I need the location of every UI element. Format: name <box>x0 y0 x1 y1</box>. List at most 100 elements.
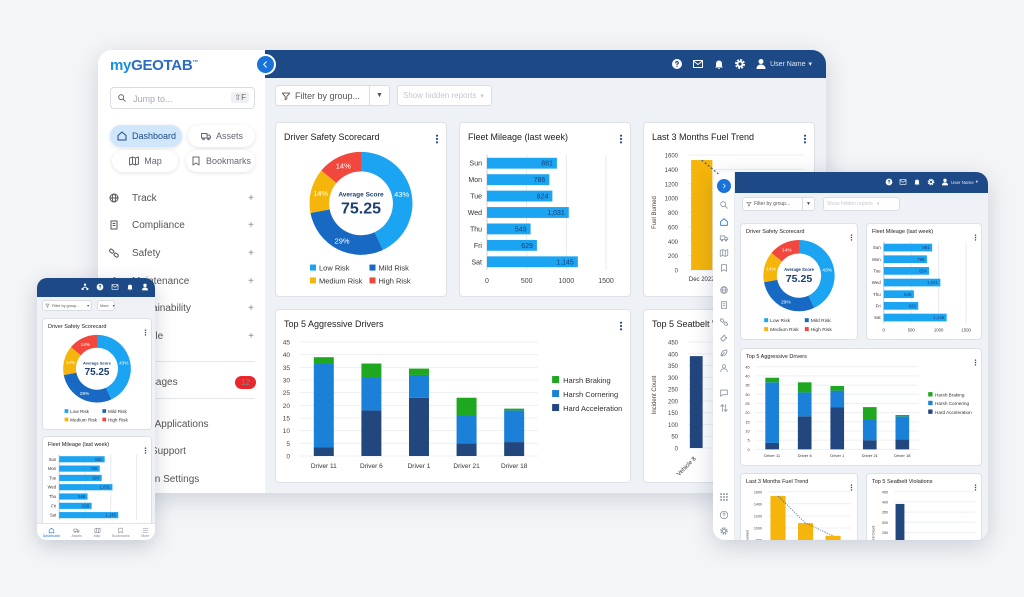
kebab-menu-icon[interactable] <box>432 131 442 144</box>
nav-label: Dashboard <box>42 533 60 538</box>
gear-icon[interactable] <box>734 58 746 70</box>
menu-item-track[interactable]: Track + <box>108 189 258 207</box>
expand-plus-icon[interactable]: + <box>248 330 254 342</box>
help-icon[interactable] <box>719 510 729 520</box>
kebab-menu-icon[interactable] <box>848 478 855 491</box>
filter-by-group-dropdown[interactable]: Filter by group... ▼ <box>275 85 390 106</box>
bottom-nav-more[interactable]: More <box>141 527 149 538</box>
donut-slice-low-risk <box>361 151 413 250</box>
org-icon[interactable] <box>81 283 89 291</box>
help-icon[interactable] <box>885 178 893 186</box>
expand-plus-icon[interactable]: + <box>248 247 254 259</box>
sort-icon[interactable] <box>719 403 729 413</box>
bottom-nav-map[interactable]: Map <box>94 527 101 538</box>
category-label: Fri <box>876 303 881 308</box>
globe-icon[interactable] <box>719 285 729 295</box>
kebab-menu-icon[interactable] <box>616 131 626 144</box>
help-icon[interactable] <box>96 283 104 291</box>
bar-value-label: 1,031 <box>100 485 111 490</box>
slice-percent-label: 29% <box>80 391 89 396</box>
show-hidden-reports-dropdown[interactable]: Show hidden reports ▾ <box>397 85 492 106</box>
search-icon[interactable] <box>719 200 729 210</box>
kebab-menu-icon[interactable] <box>848 228 855 241</box>
user-name: User Name <box>770 60 806 68</box>
expand-plus-icon[interactable]: + <box>248 219 254 231</box>
legend-swatch-harsh-braking <box>928 392 933 397</box>
bar-segment-harsh-braking <box>361 363 382 378</box>
nav-label: Map <box>93 533 101 538</box>
gear-icon[interactable] <box>719 526 729 536</box>
chevron-left-icon <box>260 59 271 70</box>
category-label: Sat <box>471 259 482 266</box>
donut-slice-mild-risk <box>310 209 383 255</box>
jump-to-search-input[interactable]: Jump to... ⇧F <box>110 87 255 109</box>
bell-icon[interactable] <box>913 178 921 186</box>
bell-icon[interactable] <box>713 58 725 70</box>
user-icon[interactable] <box>141 283 149 291</box>
legend-swatch-medium-risk <box>764 327 769 332</box>
link-icon[interactable] <box>719 317 729 327</box>
chart-svg: 0 5 10 15 20 25 30 35 40 45 Driver 11 Driver 6 Drive… <box>283 340 623 471</box>
bottom-nav-bookmarks[interactable]: Bookmarks <box>112 527 130 538</box>
expand-sidebar-button[interactable] <box>717 179 731 193</box>
chat-icon[interactable] <box>719 388 729 398</box>
expand-plus-icon[interactable]: + <box>248 302 254 314</box>
map-icon <box>128 155 140 167</box>
bar-segment-harsh-cornering <box>895 416 910 440</box>
help-icon[interactable] <box>671 58 683 70</box>
mail-icon[interactable] <box>899 178 907 186</box>
mail-icon[interactable] <box>111 283 119 291</box>
legend-label: Medium Risk <box>770 327 799 333</box>
y-tick-label: 1200 <box>754 514 762 518</box>
kebab-menu-icon[interactable] <box>972 353 979 366</box>
kebab-menu-icon[interactable] <box>972 228 979 241</box>
menu-label: Admin Settings <box>132 473 200 485</box>
menu-item-safety[interactable]: Safety + <box>108 244 258 262</box>
quick-nav-map[interactable]: Map <box>112 150 178 172</box>
y-axis-label: Incident Count <box>871 526 875 540</box>
bar-vehicle-8 <box>689 356 703 448</box>
filter-by-group-dropdown[interactable]: Filter by group... ▾ <box>42 300 92 311</box>
bell-icon[interactable] <box>126 283 134 291</box>
kebab-menu-icon[interactable] <box>800 131 810 144</box>
quick-nav-bookmarks[interactable]: Bookmarks <box>186 150 255 172</box>
bottom-nav-dashboard[interactable]: Dashboard <box>43 527 60 538</box>
expand-plus-icon[interactable]: + <box>248 192 254 204</box>
kebab-menu-icon[interactable] <box>972 478 979 491</box>
card-title: Top 5 Seatbelt Violations <box>652 319 751 329</box>
show-hidden-reports-dropdown[interactable]: Show hidden reports ▾ <box>823 197 900 211</box>
map-icon[interactable] <box>719 248 729 258</box>
more-dropdown[interactable]: More ▾ <box>97 300 115 311</box>
truck-icon[interactable] <box>719 233 729 243</box>
menu-item-compliance[interactable]: Compliance + <box>108 216 258 234</box>
bottom-nav-assets[interactable]: Assets <box>71 527 82 538</box>
bar-segment-harsh-cornering <box>313 363 334 448</box>
kebab-menu-icon[interactable] <box>616 318 626 331</box>
gear-icon[interactable] <box>927 178 935 186</box>
wrench-icon[interactable] <box>719 333 729 343</box>
chart-svg: 0 500 1000 1500 Sun 881 Mon 786 Tue 824 Wed 1,031 Th… <box>872 241 972 332</box>
bookmark-icon[interactable] <box>719 263 729 273</box>
collapse-sidebar-button[interactable] <box>255 54 276 75</box>
quick-nav-assets[interactable]: Assets <box>188 125 255 147</box>
leaf-icon[interactable] <box>719 348 729 358</box>
filter-by-group-dropdown[interactable]: Filter by group... ▼ <box>742 197 815 211</box>
slice-percent-label: 29% <box>335 236 350 245</box>
kebab-menu-icon[interactable] <box>142 323 149 336</box>
mail-icon[interactable] <box>692 58 704 70</box>
quick-nav-dashboard[interactable]: Dashboard <box>110 125 182 147</box>
apps-icon[interactable] <box>719 492 729 502</box>
mygeotab-logo[interactable]: myGEOTAB™ <box>110 57 198 74</box>
user-menu[interactable]: User Name ▾ <box>755 58 812 70</box>
home-icon[interactable] <box>719 217 729 227</box>
expand-plus-icon[interactable]: + <box>248 275 254 287</box>
bar-segment-harsh-braking <box>408 368 429 375</box>
user-menu[interactable]: User Name ▾ <box>941 178 978 186</box>
kebab-menu-icon[interactable] <box>142 441 149 454</box>
category-label: Driver 18 <box>501 463 528 470</box>
globe-icon <box>108 192 120 204</box>
y-tick-label: 1600 <box>754 490 762 494</box>
user-icon[interactable] <box>719 363 729 373</box>
document-icon[interactable] <box>719 300 729 310</box>
y-tick-label: 800 <box>756 539 762 540</box>
